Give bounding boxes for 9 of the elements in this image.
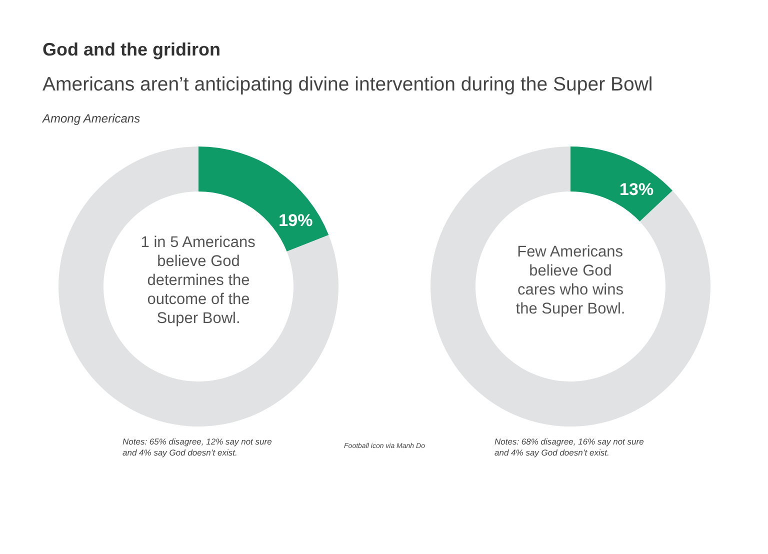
- text: Among Americans: [42, 112, 140, 126]
- text: Few Americans believe God cares who wins the Super Bowl.: [516, 244, 626, 318]
- chart-title: God and the gridiron: [42, 40, 220, 60]
- text: Notes: 65% disagree, 12% say not sure and 4% say God doesn’t exist.: [122, 436, 272, 458]
- text: Notes: 68% disagree, 16% say not sure and 4% say God doesn’t exist.: [494, 436, 644, 458]
- chart-subtitle: Americans aren’t anticipating divine intervention during the Super Bowl: [42, 74, 653, 96]
- data-label: 19%: [278, 210, 313, 230]
- data-label: 13%: [620, 180, 654, 199]
- text: 1 in 5 Americans believe God determines the outcome of the Super Bowl.: [140, 234, 256, 327]
